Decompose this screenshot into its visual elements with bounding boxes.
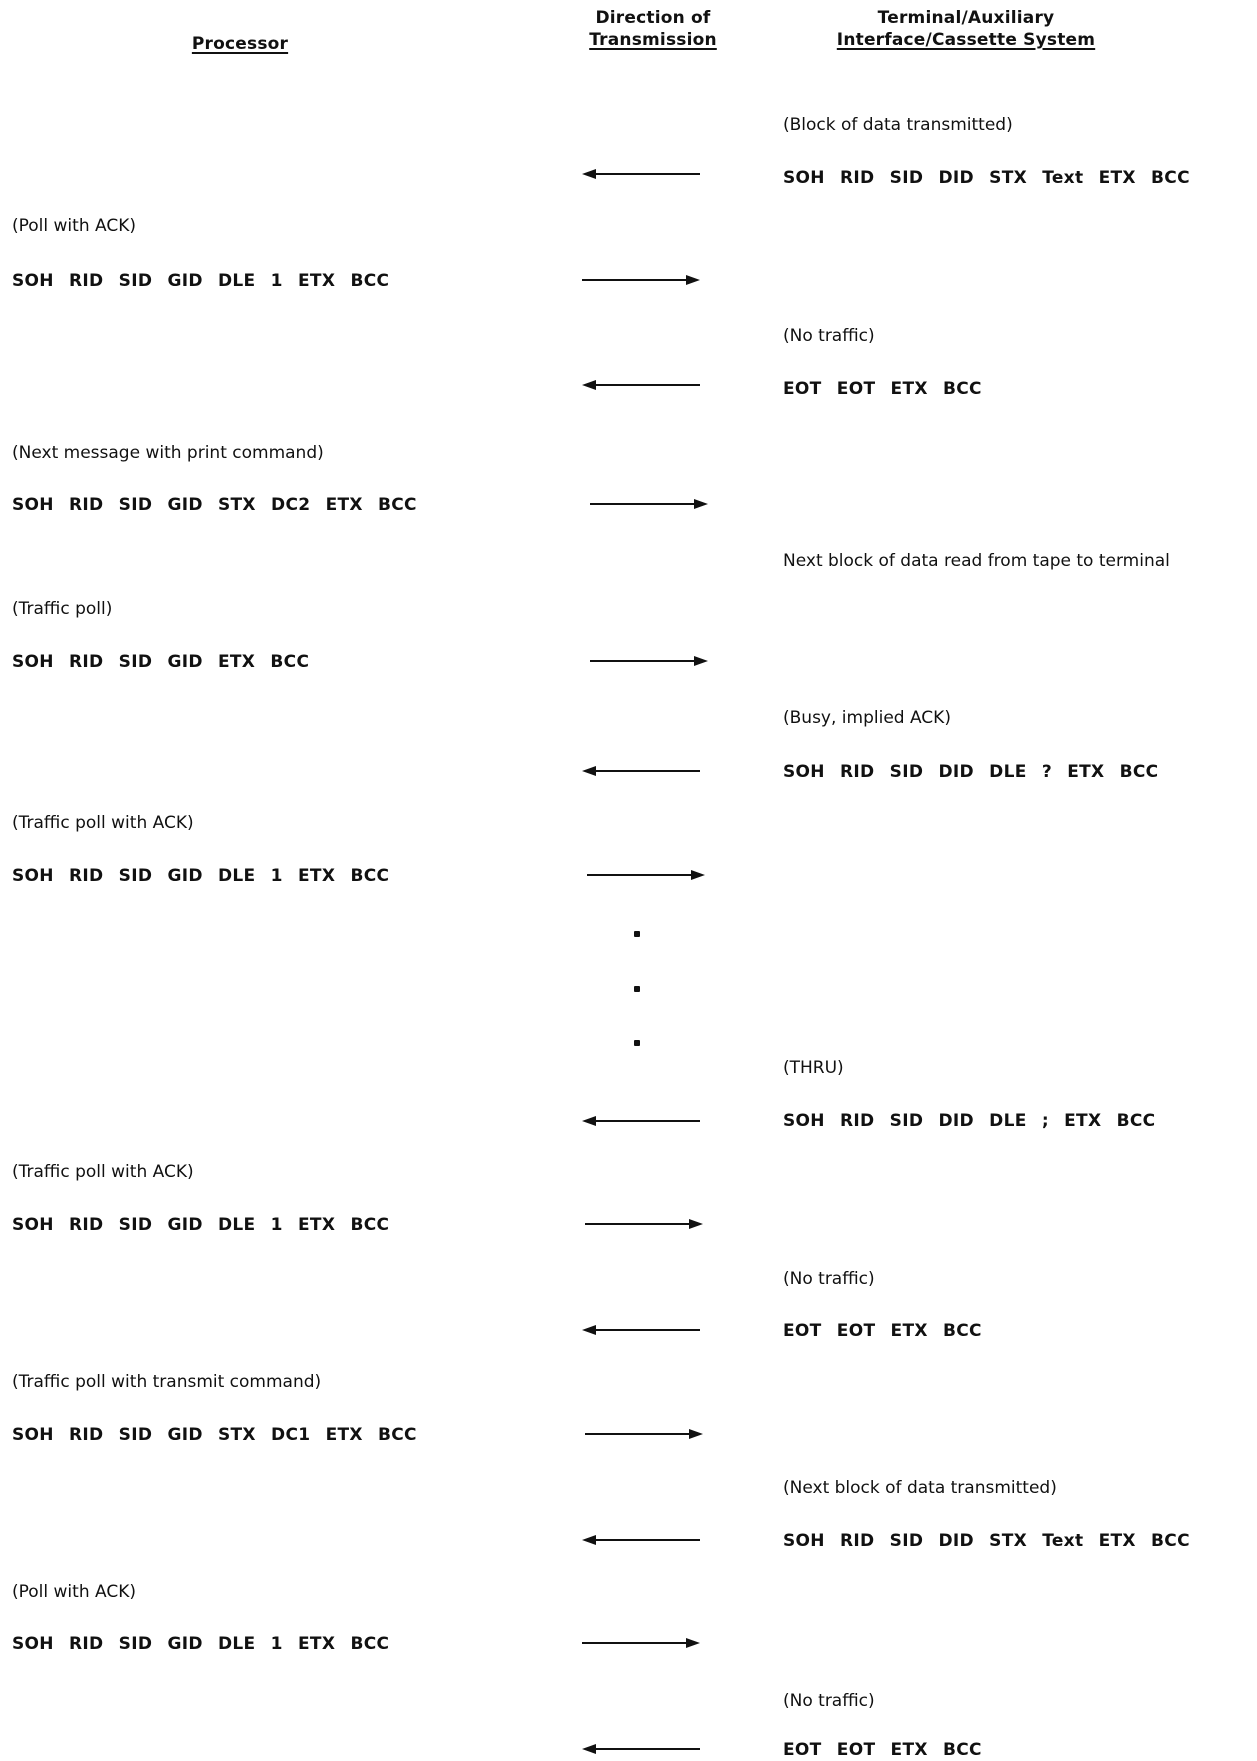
terminal-note: Next block of data read from tape to ter… (783, 551, 1170, 571)
processor-column-header: Processor (170, 33, 310, 55)
continuation-dot (634, 931, 640, 937)
terminal-frame: EOT EOT ETX BCC (783, 379, 982, 399)
terminal-note: (THRU) (783, 1058, 844, 1078)
processor-frame: SOH RID SID GID DLE 1 ETX BCC (12, 866, 390, 886)
terminal-note: (No traffic) (783, 1269, 875, 1289)
processor-frame: SOH RID SID GID STX DC2 ETX BCC (12, 495, 417, 515)
processor-frame: SOH RID SID GID DLE 1 ETX BCC (12, 271, 390, 291)
terminal-header-line2: Interface/Cassette System (836, 30, 1096, 50)
terminal-frame: SOH RID SID DID STX Text ETX BCC (783, 1531, 1190, 1551)
arrow-right-to-terminal (582, 275, 700, 285)
processor-frame: SOH RID SID GID DLE 1 ETX BCC (12, 1215, 390, 1235)
arrow-right-to-terminal (587, 870, 705, 880)
continuation-dot (634, 1040, 640, 1046)
processor-frame: SOH RID SID GID DLE 1 ETX BCC (12, 1634, 390, 1654)
processor-frame: SOH RID SID GID ETX BCC (12, 652, 310, 672)
arrow-left-to-processor (582, 1535, 700, 1545)
processor-note: (Traffic poll with ACK) (12, 1162, 194, 1182)
continuation-dot (634, 986, 640, 992)
terminal-column-header: Terminal/Auxiliary Interface/Cassette Sy… (816, 7, 1116, 51)
direction-header-line1: Direction of (595, 8, 711, 28)
processor-header-label: Processor (191, 34, 289, 54)
terminal-frame: EOT EOT ETX BCC (783, 1740, 982, 1760)
direction-header-line2: Transmission (589, 30, 717, 50)
arrow-right-to-terminal (585, 1219, 703, 1229)
arrow-left-to-processor (582, 1325, 700, 1335)
processor-note: (Traffic poll with ACK) (12, 813, 194, 833)
terminal-frame: SOH RID SID DID DLE ; ETX BCC (783, 1111, 1156, 1131)
processor-note: (Next message with print command) (12, 443, 324, 463)
processor-note: (Traffic poll with transmit command) (12, 1372, 322, 1392)
arrow-left-to-processor (582, 169, 700, 179)
arrow-right-to-terminal (582, 1638, 700, 1648)
terminal-header-line1: Terminal/Auxiliary (877, 8, 1055, 28)
processor-frame: SOH RID SID GID STX DC1 ETX BCC (12, 1425, 417, 1445)
processor-note: (Poll with ACK) (12, 216, 136, 236)
terminal-frame: EOT EOT ETX BCC (783, 1321, 982, 1341)
terminal-frame: SOH RID SID DID DLE ? ETX BCC (783, 762, 1159, 782)
terminal-frame: SOH RID SID DID STX Text ETX BCC (783, 168, 1190, 188)
arrow-right-to-terminal (590, 499, 708, 509)
arrow-left-to-processor (582, 380, 700, 390)
arrow-right-to-terminal (590, 656, 708, 666)
terminal-note: (No traffic) (783, 326, 875, 346)
terminal-note: (Busy, implied ACK) (783, 708, 951, 728)
terminal-note: (No traffic) (783, 1691, 875, 1711)
arrow-left-to-processor (582, 1116, 700, 1126)
arrow-left-to-processor (582, 1744, 700, 1754)
processor-note: (Poll with ACK) (12, 1582, 136, 1602)
processor-note: (Traffic poll) (12, 599, 113, 619)
terminal-note: (Block of data transmitted) (783, 115, 1013, 135)
direction-column-header: Direction of Transmission (578, 7, 728, 51)
arrow-right-to-terminal (585, 1429, 703, 1439)
terminal-note: (Next block of data transmitted) (783, 1478, 1057, 1498)
arrow-left-to-processor (582, 766, 700, 776)
